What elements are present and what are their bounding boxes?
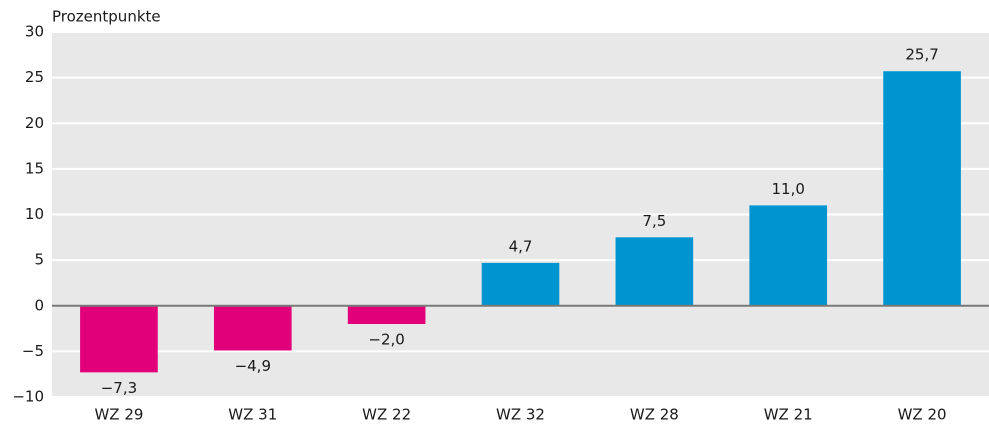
bar xyxy=(213,305,292,351)
bar xyxy=(615,237,694,306)
bar xyxy=(749,205,828,306)
value-label: 7,5 xyxy=(642,212,666,230)
y-axis-label: Prozentpunkte xyxy=(52,8,161,26)
y-tick-label: 10 xyxy=(25,205,44,223)
y-tick-label: 20 xyxy=(25,114,44,132)
y-tick-label: 30 xyxy=(25,23,44,41)
value-label: −2,0 xyxy=(368,331,404,349)
bar xyxy=(347,305,426,324)
x-tick-label: WZ 28 xyxy=(630,406,679,424)
x-tick-label: WZ 32 xyxy=(496,406,545,424)
bar xyxy=(481,262,560,306)
x-tick-label: WZ 31 xyxy=(228,406,277,424)
value-label: −4,9 xyxy=(235,357,271,375)
x-tick-label: WZ 20 xyxy=(898,406,947,424)
y-tick-label: 15 xyxy=(25,159,44,177)
bar xyxy=(883,71,961,306)
x-tick-label: WZ 29 xyxy=(94,406,143,424)
y-tick-label: 5 xyxy=(34,251,44,269)
y-tick-label: 25 xyxy=(25,68,44,86)
y-tick-label: −10 xyxy=(12,388,44,406)
x-tick-label: WZ 22 xyxy=(362,406,411,424)
value-label: 25,7 xyxy=(905,46,938,64)
value-label: 11,0 xyxy=(772,180,805,198)
bar xyxy=(80,305,158,373)
x-tick-label: WZ 21 xyxy=(764,406,813,424)
value-label: 4,7 xyxy=(509,237,533,255)
y-tick-label: −5 xyxy=(22,342,44,360)
y-tick-label: 0 xyxy=(34,296,44,314)
value-label: −7,3 xyxy=(101,379,137,397)
